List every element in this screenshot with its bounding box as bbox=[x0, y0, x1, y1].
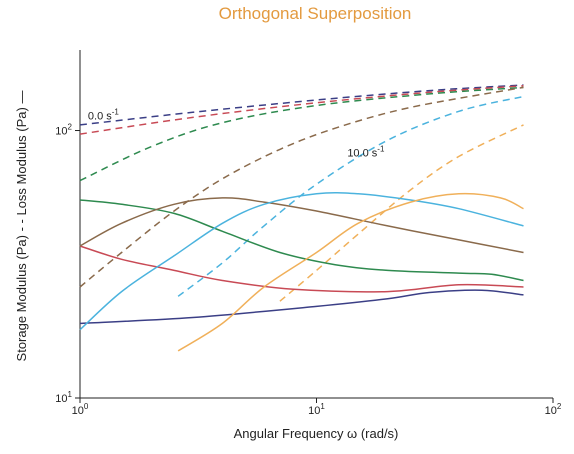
annotation-layer: 0.0 s-1 10.0 s-1 bbox=[88, 107, 385, 159]
x-tick-label-1: 100 bbox=[72, 402, 89, 417]
loss-modulus-line-7 bbox=[79, 289, 524, 325]
loss-modulus-line-11 bbox=[79, 192, 524, 331]
loss-modulus-line-10 bbox=[79, 197, 524, 254]
storage-modulus-line-1 bbox=[79, 84, 524, 126]
x-tick-label-3: 102 bbox=[545, 402, 562, 417]
shear-rate-annotation-1: 0.0 s-1 bbox=[88, 107, 120, 122]
x-tick-label-2: 101 bbox=[308, 402, 325, 417]
storage-modulus-line-2 bbox=[79, 85, 524, 135]
x-axis-label: Angular Frequency ω (rad/s) bbox=[234, 426, 399, 441]
loss-modulus-line-9 bbox=[79, 199, 524, 282]
loss-modulus-line-12 bbox=[177, 192, 524, 352]
y-tick-label-2: 102 bbox=[55, 123, 72, 138]
shear-rate-annotation-2: 10.0 s-1 bbox=[347, 144, 385, 159]
storage-modulus-line-3 bbox=[79, 86, 524, 182]
chart-title: Orthogonal Superposition bbox=[219, 4, 412, 23]
storage-modulus-line-4 bbox=[79, 86, 524, 288]
storage-modulus-line-6 bbox=[279, 124, 524, 302]
loss-modulus-line-8 bbox=[79, 245, 524, 293]
y-tick-label-1: 101 bbox=[55, 390, 72, 405]
y-axis-label: Storage Modulus (Pa) - - Loss Modulus (P… bbox=[14, 91, 29, 362]
storage-modulus-line-5 bbox=[177, 95, 524, 297]
series-layer bbox=[79, 84, 524, 352]
